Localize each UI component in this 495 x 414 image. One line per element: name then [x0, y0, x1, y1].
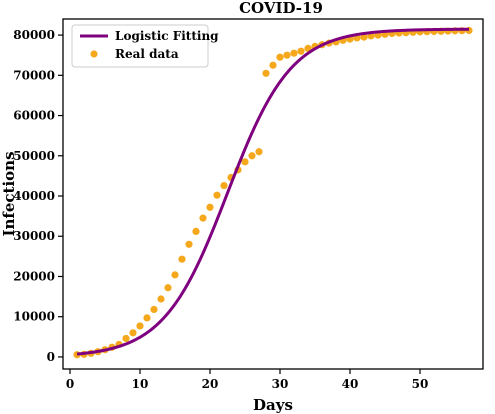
- data-point: [136, 322, 144, 330]
- y-tick-label: 0: [47, 350, 55, 364]
- plot-frame: [62, 18, 484, 370]
- data-point: [276, 53, 284, 61]
- data-point: [255, 148, 263, 156]
- data-point: [164, 284, 172, 292]
- data-point: [199, 214, 207, 222]
- y-tick-label: 10000: [13, 310, 55, 324]
- data-point: [192, 227, 200, 236]
- y-axis: 0 10000 20000 30000 40000 50000 60000 70000 8000…: [13, 28, 63, 364]
- data-point: [262, 69, 270, 77]
- data-point: [185, 240, 193, 248]
- data-point: [150, 305, 158, 314]
- plot-area: [73, 26, 473, 359]
- data-point: [241, 158, 249, 166]
- y-tick-label: 60000: [13, 109, 55, 123]
- x-axis-label: Days: [253, 396, 293, 414]
- legend: Logistic Fitting Real data: [71, 24, 219, 68]
- legend-fit-label: Logistic Fitting: [115, 29, 219, 43]
- data-point: [290, 49, 298, 57]
- y-tick-label: 50000: [13, 149, 55, 163]
- x-tick-label: 40: [342, 377, 359, 391]
- x-tick-label: 30: [272, 377, 289, 391]
- data-point: [157, 295, 165, 303]
- legend-data-label: Real data: [115, 47, 179, 61]
- data-point: [171, 271, 179, 279]
- x-tick-label: 50: [412, 377, 429, 391]
- data-point: [206, 203, 214, 211]
- x-tick-label: 10: [132, 377, 149, 391]
- data-point: [297, 47, 305, 55]
- data-point: [129, 329, 137, 337]
- y-axis-label: Infections: [0, 151, 18, 236]
- data-point: [220, 181, 228, 190]
- x-tick-label: 0: [66, 377, 74, 391]
- legend-data-swatch: [90, 50, 98, 58]
- data-point: [178, 255, 186, 263]
- y-tick-label: 20000: [13, 269, 55, 283]
- data-point: [269, 61, 277, 69]
- chart-title: COVID-19: [239, 0, 323, 17]
- logistic-fit-line: [76, 27, 470, 356]
- x-tick-label: 20: [202, 377, 219, 391]
- data-point: [360, 33, 368, 41]
- data-point: [304, 44, 312, 52]
- data-point: [213, 191, 221, 199]
- data-point: [122, 334, 130, 343]
- x-axis: 0 10 20 30 40 50: [66, 369, 429, 391]
- y-tick-label: 70000: [13, 68, 55, 82]
- y-tick-label: 30000: [13, 229, 55, 243]
- y-tick-label: 80000: [13, 28, 55, 42]
- data-point: [143, 314, 151, 322]
- data-point: [283, 51, 291, 59]
- data-point: [248, 152, 256, 160]
- y-tick-label: 40000: [13, 189, 55, 203]
